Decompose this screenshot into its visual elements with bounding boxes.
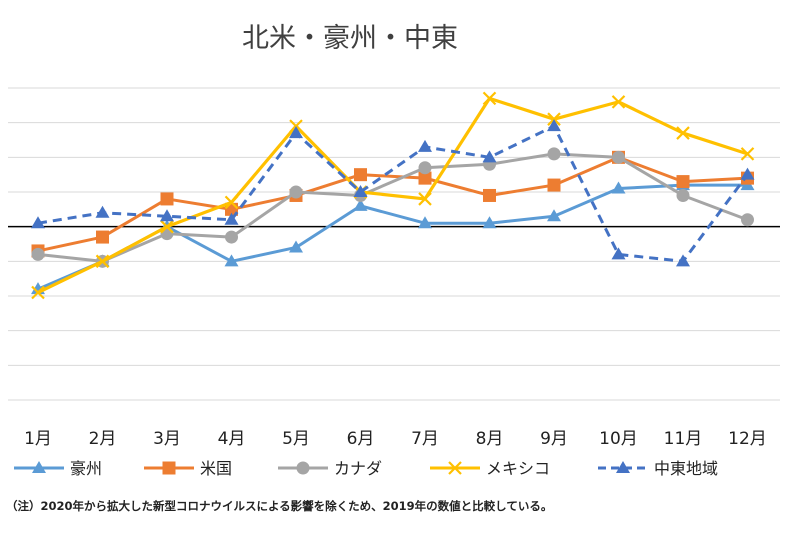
x-tick-label: 1月 — [24, 429, 52, 449]
data-point — [418, 192, 432, 206]
legend-item: カナダ — [278, 459, 382, 478]
x-tick-label: 10月 — [599, 429, 638, 449]
data-point — [611, 95, 626, 109]
chart-title: 北米・豪州・中東 — [242, 23, 458, 54]
x-tick-label: 11月 — [664, 429, 703, 449]
data-point — [676, 175, 690, 189]
legend-marker — [616, 461, 630, 473]
data-point — [418, 216, 432, 229]
data-point — [547, 209, 561, 222]
data-point — [740, 147, 755, 161]
series-layer — [31, 91, 755, 300]
data-point — [96, 230, 109, 244]
series-4 — [31, 91, 755, 300]
data-point — [547, 147, 561, 161]
data-point — [418, 161, 432, 175]
data-point — [289, 126, 303, 139]
series-line — [37, 155, 748, 253]
series-line — [37, 124, 749, 263]
x-tick-label: 7月 — [411, 429, 439, 449]
data-point — [740, 167, 755, 180]
legend-label: 豪州 — [70, 459, 102, 478]
data-point — [224, 254, 239, 267]
series-3 — [31, 147, 754, 268]
data-point — [289, 185, 303, 199]
legend-label: カナダ — [334, 459, 382, 478]
series-line — [37, 96, 748, 294]
data-point — [611, 247, 626, 260]
legend-label: 中東地域 — [654, 459, 718, 478]
data-point — [31, 285, 45, 300]
data-point — [612, 150, 625, 164]
legend-item: 米国 — [144, 459, 232, 478]
data-point — [95, 254, 110, 269]
data-point — [354, 168, 367, 182]
data-point — [225, 230, 238, 244]
data-point — [224, 212, 239, 225]
legend-item: 中東地域 — [598, 459, 718, 478]
data-point — [289, 240, 303, 253]
series-2 — [31, 150, 754, 258]
data-point — [676, 188, 690, 202]
data-point — [418, 171, 432, 185]
x-tick-label: 9月 — [540, 429, 568, 449]
data-point — [482, 216, 497, 229]
legend-item: メキシコ — [430, 459, 550, 478]
data-point — [482, 91, 497, 106]
data-point — [353, 185, 368, 197]
data-point — [224, 195, 239, 210]
x-tick-label: 4月 — [218, 429, 246, 449]
legend-marker — [162, 461, 176, 475]
data-point — [483, 188, 496, 202]
data-point — [31, 216, 45, 229]
data-point — [676, 254, 690, 267]
data-point — [547, 178, 561, 192]
footnote: （注）2020年から拡大した新型コロナウイルスによる影響を除くため、2019年の… — [6, 499, 553, 513]
data-point — [482, 150, 497, 163]
legend-label: メキシコ — [486, 459, 550, 478]
x-tick-label: 3月 — [153, 429, 181, 449]
x-tick-label: 2月 — [89, 429, 117, 449]
data-point — [741, 213, 754, 227]
x-tick-label: 5月 — [282, 429, 310, 449]
series-5 — [31, 119, 755, 267]
x-axis-tick-labels: 1月 2月 3月 4月 5月 6月 7月 8月 9月 10月 11月 12月 — [24, 429, 767, 449]
x-tick-label: 6月 — [347, 429, 375, 449]
legend-item: 豪州 — [14, 459, 102, 478]
data-point — [160, 219, 174, 234]
x-tick-label: 12月 — [728, 429, 767, 449]
data-point — [418, 139, 432, 152]
legend-marker — [448, 461, 462, 475]
legend-marker — [32, 461, 46, 473]
data-point — [160, 209, 174, 222]
legend-marker — [296, 461, 310, 475]
data-point — [95, 205, 110, 218]
data-point — [547, 119, 561, 132]
x-tick-label: 8月 — [476, 429, 504, 449]
data-point — [31, 247, 45, 261]
series-line — [37, 152, 749, 263]
data-point — [353, 198, 368, 211]
gridlines — [8, 87, 780, 401]
legend: 豪州 米国 カナダ メキシコ 中東地域 — [14, 459, 718, 478]
data-point — [160, 192, 174, 206]
legend-label: 米国 — [200, 459, 232, 478]
data-point — [676, 126, 690, 140]
data-point — [611, 181, 626, 194]
